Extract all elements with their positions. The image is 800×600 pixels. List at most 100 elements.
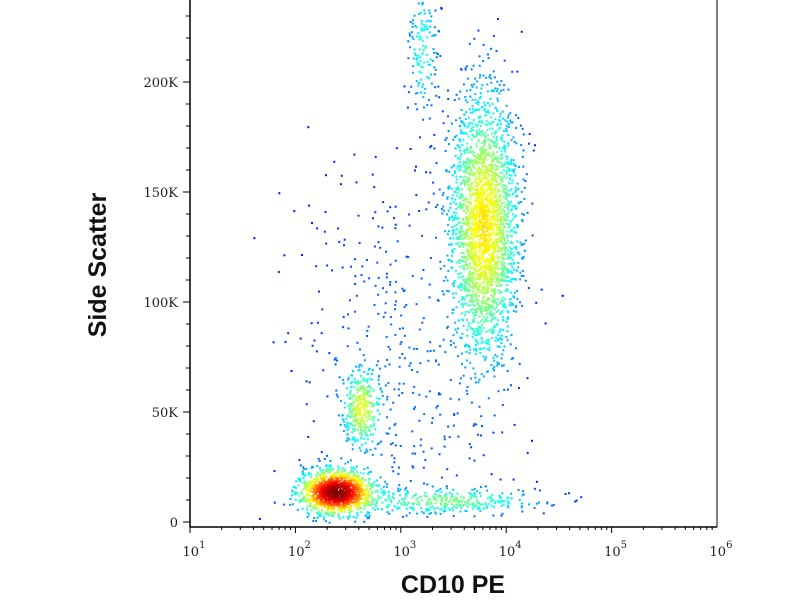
event-dot	[515, 126, 517, 129]
event-dot	[492, 514, 495, 517]
event-dot	[492, 271, 495, 274]
event-dot	[401, 498, 404, 501]
event-dot	[356, 500, 359, 503]
event-dot	[326, 508, 329, 511]
event-dot	[485, 148, 488, 151]
event-dot	[462, 374, 465, 377]
event-dot	[484, 259, 487, 262]
event-dot	[361, 416, 364, 419]
event-dot	[411, 430, 414, 433]
event-dot	[452, 334, 455, 337]
event-dot	[466, 167, 469, 170]
event-dot	[349, 459, 352, 462]
event-dot	[440, 6, 443, 9]
event-dot	[481, 204, 484, 207]
event-dot	[418, 210, 421, 212]
event-dot	[506, 120, 509, 123]
event-dot	[492, 151, 495, 154]
event-dot	[297, 477, 300, 480]
event-dot	[484, 208, 487, 211]
event-dot	[350, 409, 353, 412]
event-dot	[375, 364, 378, 367]
event-dot	[498, 83, 501, 86]
event-dot	[307, 484, 310, 487]
event-dot	[487, 340, 490, 343]
event-dot	[454, 328, 457, 331]
event-dot	[419, 60, 422, 63]
event-dot	[365, 487, 368, 490]
event-dot	[494, 76, 496, 79]
event-dot	[429, 73, 432, 76]
event-dot	[416, 63, 419, 66]
event-dot	[487, 305, 490, 308]
event-dot	[360, 274, 363, 277]
event-dot	[490, 320, 493, 323]
event-dot	[439, 267, 442, 270]
event-dot	[357, 479, 360, 482]
event-dot	[459, 284, 462, 286]
event-dot	[462, 162, 465, 165]
event-dot	[384, 492, 386, 495]
event-dot	[503, 145, 506, 147]
event-dot	[480, 141, 483, 144]
event-dot	[447, 209, 450, 212]
event-dot	[483, 144, 486, 147]
event-dot	[475, 227, 478, 230]
event-dot	[384, 498, 387, 501]
event-dot	[452, 138, 455, 141]
event-dot	[436, 499, 439, 502]
event-dot	[468, 241, 471, 244]
event-dot	[523, 213, 525, 216]
event-dot	[369, 484, 372, 487]
event-dot	[472, 244, 475, 247]
event-dot	[366, 512, 369, 515]
event-dot	[423, 92, 426, 95]
event-dot	[388, 498, 391, 501]
event-dot	[507, 142, 510, 145]
event-dot	[470, 248, 473, 251]
event-dot	[484, 503, 487, 506]
event-dot	[448, 218, 451, 221]
event-dot	[450, 503, 453, 506]
event-dot	[504, 150, 507, 153]
event-dot	[492, 307, 495, 310]
event-dot	[305, 468, 308, 470]
event-dot	[350, 509, 352, 512]
event-dot	[509, 301, 512, 304]
event-dot	[508, 262, 510, 265]
event-dot	[308, 381, 311, 384]
event-dot	[469, 285, 472, 288]
event-dot	[363, 413, 366, 416]
event-dot	[369, 448, 372, 451]
event-dot	[492, 312, 495, 315]
event-dot	[492, 211, 495, 214]
event-dot	[439, 393, 442, 396]
event-dot	[434, 498, 437, 501]
event-dot	[471, 278, 474, 281]
event-dot	[325, 513, 328, 516]
event-dot	[346, 476, 349, 479]
event-dot	[492, 330, 495, 333]
event-dot	[503, 210, 506, 213]
event-dot	[485, 257, 488, 260]
event-dot	[507, 125, 510, 128]
event-dot	[464, 313, 467, 316]
event-dot	[464, 118, 467, 120]
event-dot	[491, 224, 494, 227]
event-dot	[488, 232, 491, 235]
event-dot	[481, 296, 484, 299]
event-dot	[364, 391, 367, 394]
event-dot	[358, 382, 361, 384]
event-dot	[314, 497, 317, 500]
event-dot	[439, 260, 442, 263]
event-dot	[510, 278, 513, 280]
event-dot	[347, 376, 350, 379]
event-dot	[484, 172, 487, 175]
event-dot	[496, 274, 499, 277]
event-dot	[359, 480, 362, 483]
event-dot	[476, 265, 479, 268]
event-dot	[327, 471, 330, 474]
event-dot	[498, 119, 501, 122]
event-dot	[495, 180, 498, 183]
event-dot	[473, 493, 476, 496]
